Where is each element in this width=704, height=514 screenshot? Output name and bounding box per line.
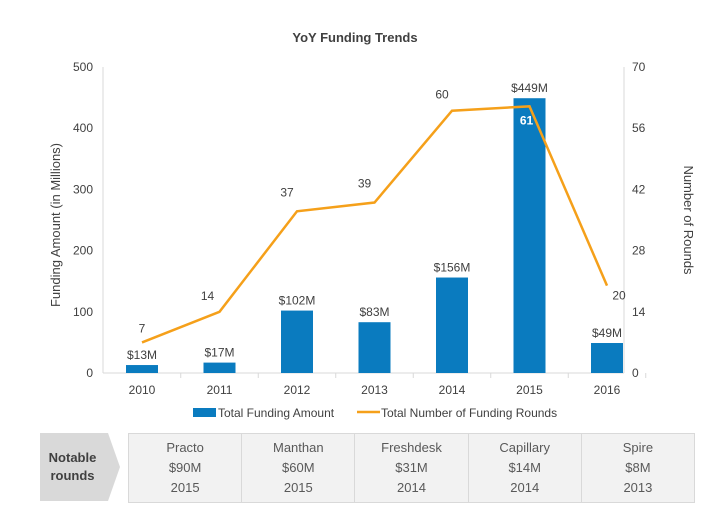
line-data-label: 7 [139,321,146,335]
notable-rounds-table: Practo $90M 2015 Manthan $60M 2015 Freshdesk… [128,433,695,503]
label-line: Notable [48,450,97,465]
amount: $31M [395,460,428,475]
company: Freshdesk [381,440,442,455]
legend-bar-label: Total Funding Amount [218,406,335,420]
y2-tick-label: 0 [632,366,639,380]
y2-axis-label: Number of Rounds [681,165,696,275]
y-tick-label: 400 [73,121,93,135]
y-axis-label: Funding Amount (in Millions) [48,143,63,307]
bar [591,343,623,373]
bar-data-label: $102M [279,294,316,308]
line-data-label: 39 [358,177,372,191]
amount: $90M [168,460,202,475]
x-tick-label: 2013 [361,383,388,397]
amount: $14M [508,460,541,475]
x-tick-label: 2012 [284,383,311,397]
amount: $8M [625,460,651,475]
year: 2015 [283,480,313,495]
legend-line-label: Total Number of Funding Rounds [381,406,557,420]
notable-rounds-arrow [40,433,120,501]
line-data-label: 37 [280,185,294,199]
y2-tick-label: 56 [632,121,646,135]
line-data-label: 20 [612,289,626,303]
round-cell: Capillary $14M 2014 [469,434,582,502]
bar-data-label: $83M [359,305,389,319]
label-line: rounds [50,468,95,483]
x-tick-label: 2011 [207,383,233,397]
bar-data-label: $156M [434,261,471,275]
bar [513,98,546,373]
rounds-line [141,105,609,344]
y-tick-label: 100 [73,305,93,319]
bar [281,310,313,373]
y2-tick-label: 42 [632,182,646,196]
chart-title: YoY Funding Trends [292,30,417,45]
round-cell: Freshdesk $31M 2014 [355,434,469,502]
round-cell: Manthan $60M 2015 [242,434,356,502]
y-tick-label: 500 [73,60,93,74]
bar [436,277,468,373]
notable-rounds-label: Notable rounds [40,449,105,485]
amount: $60M [282,460,315,475]
y-tick-label: 200 [73,244,93,258]
x-tick-label: 2010 [129,383,156,397]
year: 2014 [510,480,540,495]
bar-data-label: $49M [592,326,622,340]
bar [126,365,158,373]
bar [358,322,391,373]
company: Manthan [273,440,324,455]
company: Practo [166,440,204,455]
y2-tick-label: 70 [632,60,646,74]
combo-chart: YoY Funding Trends Funding Amount (in Mi… [48,30,696,420]
year: 2015 [170,480,200,495]
year: 2013 [623,480,653,495]
bar [203,362,236,373]
company: Spire [622,440,654,455]
bar-data-label: $449M [511,81,548,95]
y-tick-label: 0 [86,366,93,380]
round-cell: Spire $8M 2013 [582,434,694,502]
x-tick-label: 2015 [516,383,543,397]
y-tick-label: 300 [73,182,93,196]
y2-tick-label: 28 [632,244,646,258]
line-data-label: 60 [435,88,449,102]
x-tick-label: 2016 [594,383,621,397]
line-data-label: 14 [201,289,215,303]
year: 2014 [397,480,426,495]
line-data-label: 61 [520,113,534,127]
bar-data-label: $17M [204,346,234,360]
x-tick-label: 2014 [439,383,466,397]
bar-data-label: $13M [127,348,157,362]
legend-bar-swatch [193,408,216,417]
round-cell: Practo $90M 2015 [129,434,243,502]
company: Capillary [499,440,550,455]
y2-tick-label: 14 [632,305,646,319]
